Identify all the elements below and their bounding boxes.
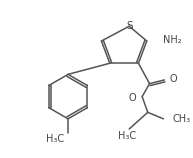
Text: H₃C: H₃C xyxy=(46,134,64,144)
Text: H₃C: H₃C xyxy=(118,131,136,141)
Text: S: S xyxy=(126,21,133,31)
Text: O: O xyxy=(169,74,177,84)
Text: CH₃: CH₃ xyxy=(173,114,191,124)
Text: O: O xyxy=(129,93,137,103)
Text: NH₂: NH₂ xyxy=(163,35,181,45)
